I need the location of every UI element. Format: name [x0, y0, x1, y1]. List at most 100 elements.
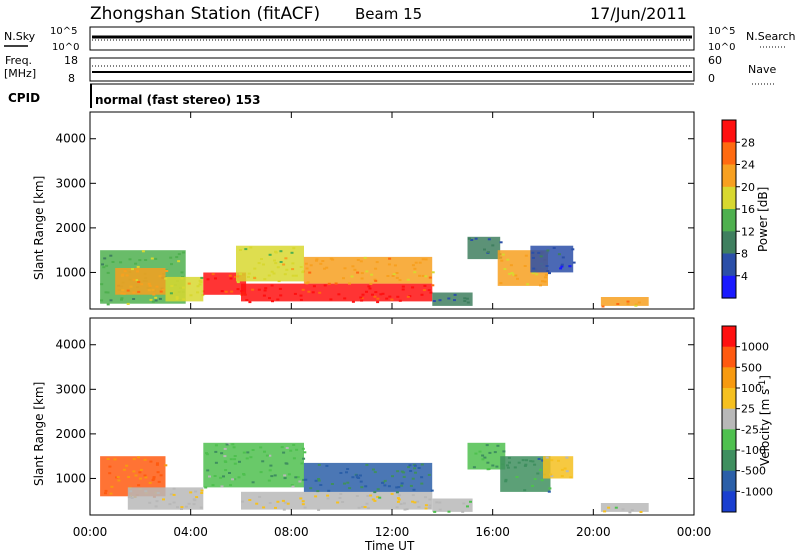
power-cell [560, 265, 564, 268]
velocity-cell [472, 466, 476, 469]
velocity-cell [152, 476, 156, 479]
power-region-5 [241, 283, 433, 302]
power-cell [106, 291, 110, 294]
velocity-cell [106, 458, 110, 460]
velocity-cell [300, 462, 304, 465]
power-cell [532, 267, 536, 270]
power-cell [463, 300, 467, 302]
power-cell [220, 290, 224, 293]
power-cell [201, 294, 205, 297]
power-cell [244, 248, 248, 251]
velocity-cell [397, 486, 401, 489]
power-colorbar-segment [722, 164, 736, 188]
power-cell [414, 261, 418, 264]
velocity-cell [122, 468, 126, 471]
power-cell [487, 238, 491, 241]
power-cell [102, 266, 106, 269]
velocity-cell [125, 464, 129, 467]
power-cell [319, 262, 323, 265]
power-cell [363, 256, 367, 259]
power-cell [398, 279, 402, 282]
velocity-cell [515, 476, 519, 478]
velocity-cell [508, 461, 511, 464]
power-cell [276, 266, 280, 269]
power-cell [294, 274, 298, 277]
power-region-11 [600, 297, 649, 306]
velocity-cell [461, 510, 465, 513]
velocity-region-9 [600, 503, 649, 512]
power-cell [307, 290, 311, 293]
power-colorbar-segment [722, 231, 736, 255]
velocity-cell [138, 471, 142, 474]
velocity-colorbar-segment [722, 470, 736, 492]
power-cell [249, 246, 253, 249]
power-cell [543, 280, 547, 283]
power-cell [132, 298, 136, 300]
power-cell [470, 239, 474, 241]
velocity-cell [435, 501, 439, 504]
power-cell [276, 298, 280, 301]
power-cell [135, 279, 139, 282]
power-cell [278, 287, 282, 290]
velocity-cell [249, 456, 253, 459]
power-cell [104, 291, 108, 294]
velocity-cell [231, 443, 235, 446]
x-tick-label: 16:00 [475, 525, 510, 539]
velocity-cell [156, 462, 159, 465]
velocity-cell [157, 480, 161, 483]
power-cell [486, 251, 490, 254]
power-cell [274, 251, 278, 254]
velocity-cell [299, 497, 303, 500]
power-cell [543, 276, 547, 279]
velocity-cell [268, 502, 272, 504]
power-cell [224, 290, 228, 293]
velocity-cell [246, 451, 250, 454]
power-cell [483, 248, 486, 251]
velocity-cell [521, 459, 525, 462]
power-cell [229, 277, 233, 280]
power-cell [236, 275, 240, 278]
velocity-cell [259, 471, 263, 474]
power-cell [523, 265, 527, 267]
power-cell [169, 256, 173, 259]
velocity-cell [129, 490, 133, 493]
velocity-cell [233, 462, 237, 465]
velocity-cell [405, 508, 409, 511]
power-cell [181, 286, 185, 289]
velocity-cell [539, 468, 542, 471]
power-cell [312, 285, 316, 288]
velocity-cell [195, 496, 199, 499]
velocity-cell [365, 502, 369, 505]
power-cell [453, 299, 456, 302]
power-cell [121, 273, 125, 276]
power-cell [499, 282, 503, 285]
power-cell [125, 274, 129, 277]
power-cell [634, 304, 638, 307]
velocity-cell [261, 460, 265, 463]
power-cell [360, 299, 364, 302]
velocity-cell [245, 457, 249, 460]
velocity-cell [223, 455, 227, 458]
power-region-8 [467, 236, 501, 260]
power-cell [158, 297, 162, 300]
power-cell [526, 283, 530, 286]
power-cell [151, 300, 155, 303]
velocity-cell [569, 476, 573, 479]
velocity-panel: 1000 2000 3000 4000 Slant Range [km] [32, 317, 695, 516]
power-cell [361, 293, 365, 296]
velocity-cell [481, 454, 485, 457]
velocity-cell [104, 489, 108, 492]
power-cell [395, 272, 399, 274]
velocity-cell [262, 506, 266, 509]
power-cell [279, 294, 283, 297]
power-cell [199, 281, 203, 284]
velocity-cell [402, 475, 406, 478]
velocity-cell [189, 491, 193, 494]
velocity-cell [357, 506, 361, 509]
velocity-cell [251, 449, 255, 451]
power-region-10 [530, 245, 574, 273]
velocity-cell [176, 506, 179, 509]
power-colorbar-segment [722, 186, 736, 210]
noise-left-tick-high: 10^5 [50, 26, 77, 37]
velocity-cell [513, 466, 517, 469]
